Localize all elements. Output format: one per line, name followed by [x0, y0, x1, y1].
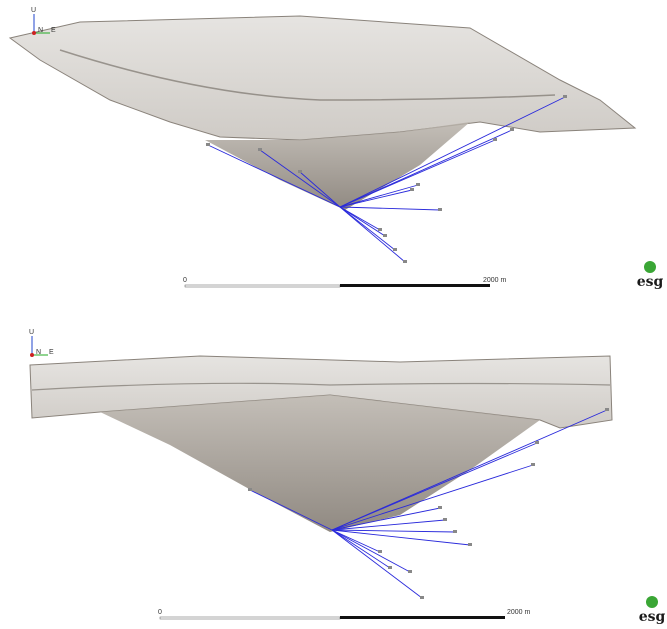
collar: [420, 596, 424, 599]
axis-label: N: [38, 27, 43, 34]
collar: [493, 138, 497, 141]
collar: [563, 95, 567, 98]
scale-bar: 0 2000 m: [183, 277, 507, 287]
collar: [416, 183, 420, 186]
collar: [298, 170, 302, 173]
page: U N E 0 2000 m esg U N E 0 2: [0, 0, 667, 629]
collar: [438, 208, 442, 211]
borehole: [340, 207, 385, 236]
collar: [510, 128, 514, 131]
borehole: [340, 207, 440, 210]
collar: [388, 566, 392, 569]
borehole: [332, 530, 410, 572]
scale-start: 0: [183, 277, 187, 284]
collar: [453, 530, 457, 533]
collar: [408, 570, 412, 573]
collar: [531, 463, 535, 466]
axis-label: U: [31, 7, 36, 14]
scale-bar: 0 2000 m: [158, 609, 531, 619]
axis-label: E: [51, 27, 56, 34]
collar: [438, 506, 442, 509]
collar: [378, 550, 382, 553]
terrain-surface: [10, 16, 635, 140]
collar: [383, 234, 387, 237]
collar: [410, 188, 414, 191]
pit: [100, 395, 540, 532]
logo-text: esg: [637, 274, 664, 290]
collar: [443, 518, 447, 521]
collar: [403, 260, 407, 263]
borehole: [332, 530, 380, 552]
scale-start: 0: [158, 609, 162, 616]
scale-end: 2000 m: [507, 609, 531, 616]
collar: [535, 441, 539, 444]
axis-label: E: [49, 349, 54, 356]
logo: esg: [637, 261, 664, 290]
collar: [206, 143, 210, 146]
scale-end: 2000 m: [483, 277, 507, 284]
collar: [378, 228, 382, 231]
axis-label: N: [36, 349, 41, 356]
axis-triad: U N E: [29, 329, 54, 357]
collar: [605, 408, 609, 411]
axis-label: U: [29, 329, 34, 336]
collar: [393, 248, 397, 251]
borehole: [332, 530, 422, 598]
borehole: [340, 207, 405, 262]
view-top: U N E 0 2000 m esg: [10, 7, 664, 290]
view-bottom: U N E 0 2000 m esg: [29, 329, 666, 625]
collar: [468, 543, 472, 546]
collar: [248, 488, 252, 491]
collar: [258, 148, 262, 151]
logo-text: esg: [639, 609, 666, 625]
logo: esg: [639, 596, 666, 625]
